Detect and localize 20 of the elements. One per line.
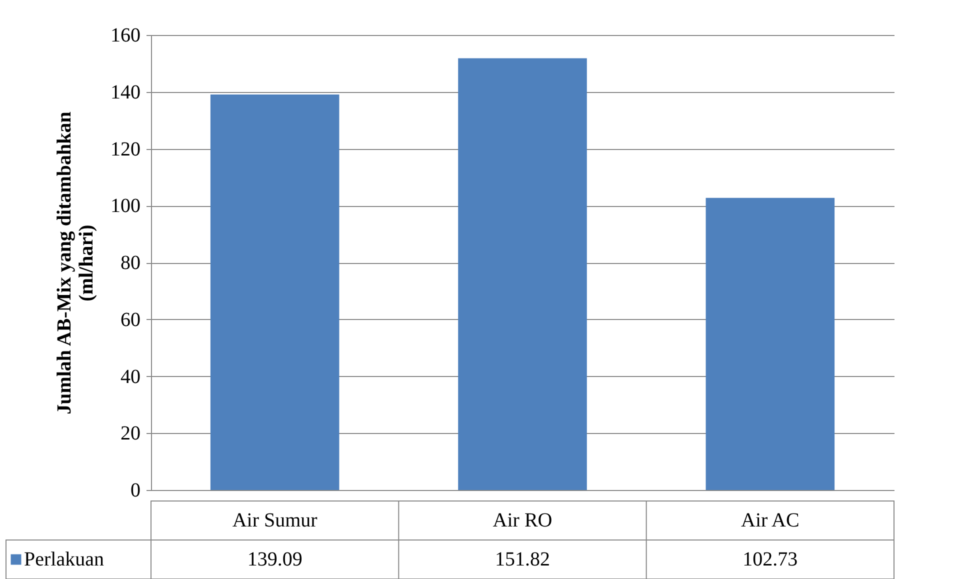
x-tick-label: Air RO (492, 510, 552, 532)
bar (210, 94, 340, 490)
x-tick-label: Air Sumur (232, 510, 318, 532)
data-label: 102.73 (742, 548, 798, 570)
y-tick-label: 100 (110, 195, 140, 218)
y-tick-label: 140 (110, 81, 140, 104)
y-tick-label: 80 (120, 252, 140, 274)
y-tick-label: 60 (120, 308, 140, 331)
y-tick-label: 20 (120, 422, 140, 445)
y-tick-label: 160 (110, 24, 140, 46)
bar (706, 198, 835, 490)
bar (458, 58, 587, 490)
y-tick-label: 40 (120, 366, 140, 388)
y-axis-title: Jumlah AB-Mix yang ditambahkan (ml/hari) (54, 112, 98, 414)
y-tick-label: 0 (130, 480, 140, 502)
data-label: 139.09 (247, 548, 302, 570)
x-tick-label: Air AC (740, 510, 800, 532)
data-label: 151.82 (495, 548, 550, 570)
legend-label: Perlakuan (24, 548, 104, 570)
y-tick-label: 120 (110, 138, 140, 160)
